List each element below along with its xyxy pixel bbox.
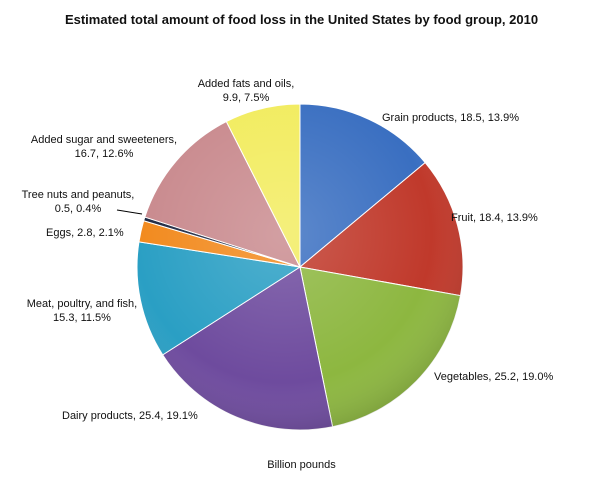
slice-label-vegetables: Vegetables, 25.2, 19.0% — [434, 371, 554, 383]
chart-title: Estimated total amount of food loss in t… — [64, 12, 539, 27]
slice-label-added-fats-and-oils: Added fats and oils, 9.9, 7.5% — [197, 78, 295, 104]
slice-label-meat-poultry-and-fish: Meat, poultry, and fish, 15.3, 11.5% — [26, 298, 138, 324]
slice-label-fruit: Fruit, 18.4, 13.9% — [451, 212, 538, 224]
slice-label-grain-products: Grain products, 18.5, 13.9% — [382, 112, 519, 124]
unit-label: Billion pounds — [267, 459, 336, 471]
slice-label-added-sugar-and-sweeteners: Added sugar and sweeteners, 16.7, 12.6% — [30, 134, 178, 160]
slice-label-tree-nuts-and-peanuts: Tree nuts and peanuts, 0.5, 0.4% — [21, 189, 135, 215]
leader-line — [116, 209, 143, 215]
slice-label-eggs: Eggs, 2.8, 2.1% — [46, 227, 124, 239]
slice-label-dairy-products: Dairy products, 25.4, 19.1% — [62, 410, 198, 422]
